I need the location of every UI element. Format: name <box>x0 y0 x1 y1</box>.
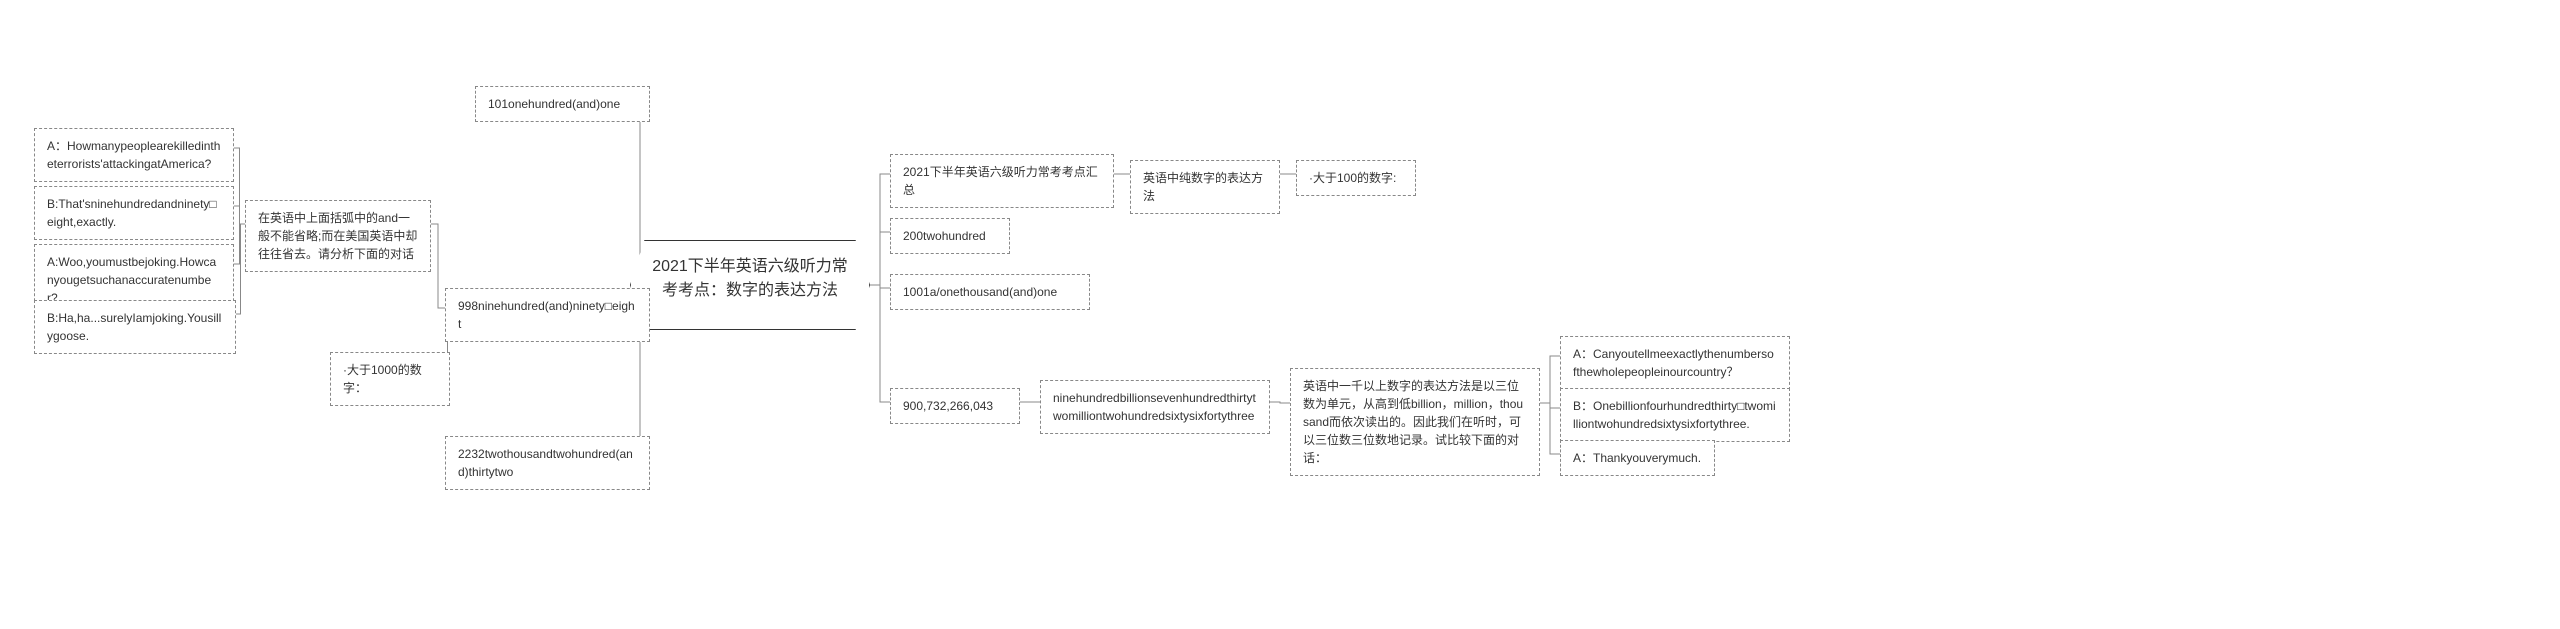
node-label: ninehundredbillionsevenhundredthirtytwom… <box>1053 391 1256 423</box>
node-label: 在英语中上面括弧中的and一般不能省略;而在美国英语中却往往省去。请分析下面的对… <box>258 211 417 261</box>
node-dialogue-a1: A：Howmanypeoplearekilledintheterrorists'… <box>34 128 234 182</box>
node-bignumber-explain: 英语中一千以上数字的表达方法是以三位数为单元，从高到低billion，milli… <box>1290 368 1540 476</box>
node-dialogue-c2: B：Onebillionfourhundredthirty□twomillion… <box>1560 388 1790 442</box>
node-label: 英语中一千以上数字的表达方法是以三位数为单元，从高到低billion，milli… <box>1303 379 1523 465</box>
node-bignumber: 900,732,266,043 <box>890 388 1020 424</box>
node-gt100: ·大于100的数字: <box>1296 160 1416 196</box>
node-101: 101onehundred(and)one <box>475 86 650 122</box>
node-label: A：Thankyouverymuch. <box>1573 451 1701 465</box>
node-pure-numbers: 英语中纯数字的表达方法 <box>1130 160 1280 214</box>
node-2232: 2232twothousandtwohundred(and)thirtytwo <box>445 436 650 490</box>
node-label: 2232twothousandtwohundred(and)thirtytwo <box>458 447 633 479</box>
node-dialogue-c1: A：Canyoutellmeexactlythenumbersofthewhol… <box>1560 336 1790 390</box>
node-label: A:Woo,youmustbejoking.Howcanyougetsuchan… <box>47 255 216 305</box>
node-label: A：Howmanypeoplearekilledintheterrorists'… <box>47 139 220 171</box>
node-label: 101onehundred(and)one <box>488 97 620 111</box>
root-label: 2021下半年英语六级听力常考考点：数字的表达方法 <box>649 255 851 303</box>
node-998: 998ninehundred(and)ninety□eight <box>445 288 650 342</box>
node-label: ·大于1000的数字： <box>343 363 422 395</box>
node-label: 900,732,266,043 <box>903 399 993 413</box>
node-bignumber-words: ninehundredbillionsevenhundredthirtytwom… <box>1040 380 1270 434</box>
node-label: B:Ha,ha...surelyIamjoking.Yousillygoose. <box>47 311 221 343</box>
node-label: B:That'sninehundredandninety□eight,exact… <box>47 197 217 229</box>
node-1001: 1001a/onethousand(and)one <box>890 274 1090 310</box>
root-node: 2021下半年英语六级听力常考考点：数字的表达方法 <box>630 240 870 330</box>
node-label: 1001a/onethousand(and)one <box>903 285 1057 299</box>
node-label: 2021下半年英语六级听力常考考点汇总 <box>903 165 1098 197</box>
node-label: 英语中纯数字的表达方法 <box>1143 171 1263 203</box>
node-200: 200twohundred <box>890 218 1010 254</box>
node-summary: 2021下半年英语六级听力常考考点汇总 <box>890 154 1114 208</box>
node-label: A：Canyoutellmeexactlythenumbersofthewhol… <box>1573 347 1774 379</box>
node-dialogue-a4: B:Ha,ha...surelyIamjoking.Yousillygoose. <box>34 300 236 354</box>
node-dialogue-a2: B:That'sninehundredandninety□eight,exact… <box>34 186 234 240</box>
node-gt1000: ·大于1000的数字： <box>330 352 450 406</box>
node-label: ·大于100的数字: <box>1309 171 1396 185</box>
node-label: 200twohundred <box>903 229 986 243</box>
node-dialogue-c3: A：Thankyouverymuch. <box>1560 440 1715 476</box>
connector-layer <box>0 0 2560 629</box>
node-and-explain: 在英语中上面括弧中的and一般不能省略;而在美国英语中却往往省去。请分析下面的对… <box>245 200 431 272</box>
node-label: B：Onebillionfourhundredthirty□twomillion… <box>1573 399 1776 431</box>
node-label: 998ninehundred(and)ninety□eight <box>458 299 635 331</box>
